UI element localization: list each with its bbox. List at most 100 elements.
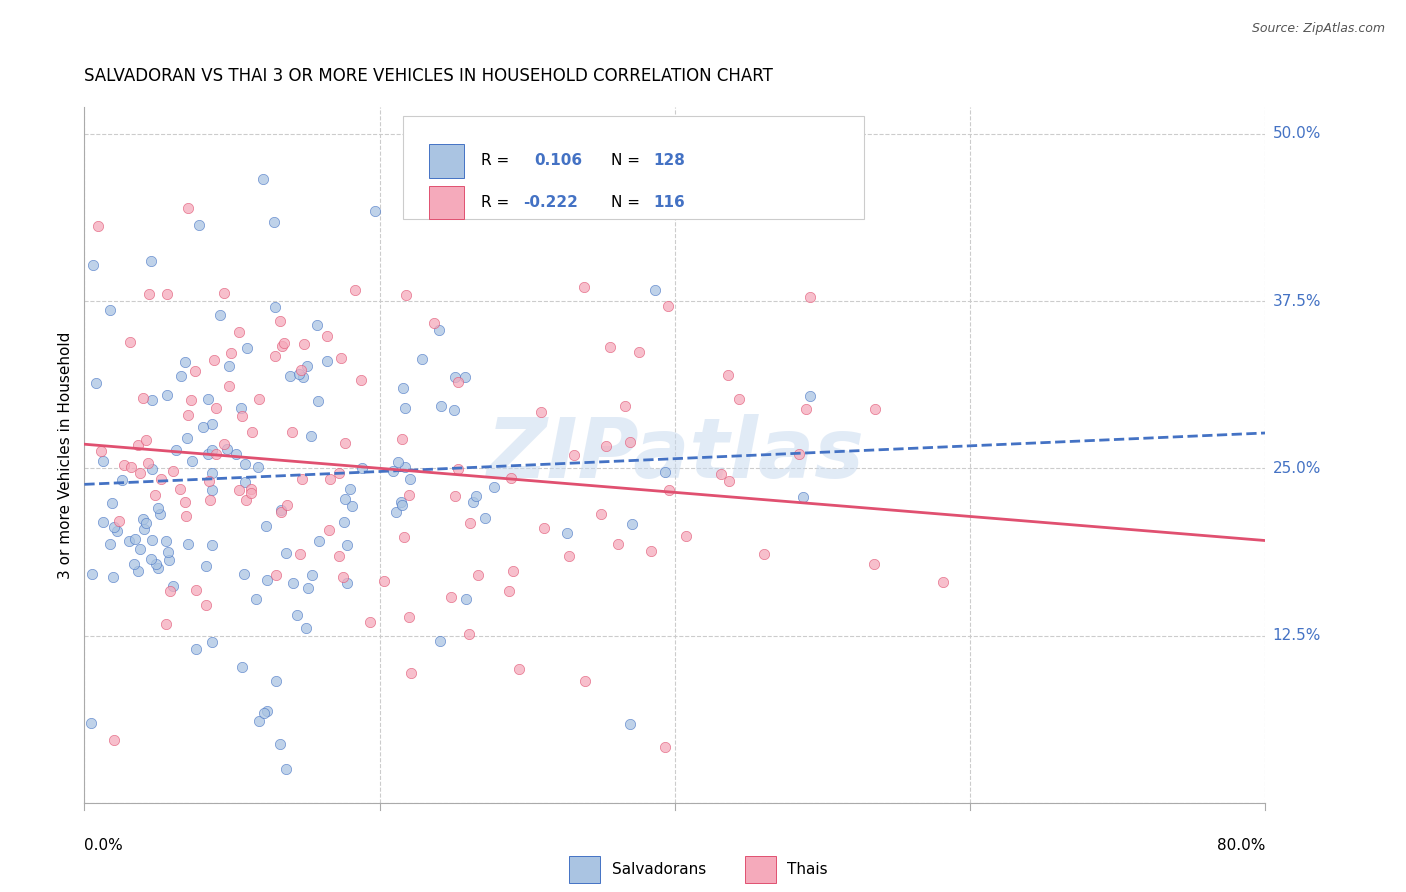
Point: [156, 388, 179, 402]
Text: 128: 128: [654, 153, 685, 168]
Point: [297, 581, 319, 595]
Point: [484, 480, 506, 494]
Point: [270, 505, 292, 519]
Point: [387, 455, 409, 469]
Point: [173, 354, 195, 368]
Point: [373, 574, 395, 589]
Point: [794, 401, 817, 416]
Point: [156, 545, 179, 559]
Point: [150, 472, 173, 486]
Text: N =: N =: [612, 195, 640, 210]
Point: [218, 379, 240, 393]
Point: [186, 641, 208, 656]
Point: [201, 466, 224, 480]
Point: [229, 401, 252, 415]
Point: [103, 732, 125, 747]
Text: SALVADORAN VS THAI 3 OR MORE VEHICLES IN HOUSEHOLD CORRELATION CHART: SALVADORAN VS THAI 3 OR MORE VEHICLES IN…: [84, 67, 773, 85]
Point: [391, 494, 413, 508]
Point: [350, 373, 373, 387]
Point: [212, 285, 235, 300]
Point: [122, 557, 145, 571]
Point: [430, 399, 453, 413]
Point: [423, 316, 446, 330]
Point: [143, 488, 166, 502]
Point: [276, 546, 298, 560]
Point: [91, 454, 114, 468]
Text: 0.106: 0.106: [534, 153, 582, 168]
Point: [443, 403, 465, 417]
Point: [555, 526, 578, 541]
Point: [198, 474, 221, 488]
Point: [350, 460, 373, 475]
Point: [90, 443, 112, 458]
Point: [228, 325, 250, 339]
Point: [120, 335, 142, 350]
Text: R =: R =: [481, 153, 509, 168]
Point: [246, 460, 269, 475]
Point: [787, 447, 810, 461]
Point: [344, 283, 367, 297]
Point: [247, 392, 270, 406]
Point: [394, 401, 416, 416]
Point: [141, 254, 163, 268]
Point: [174, 495, 197, 509]
Point: [456, 592, 478, 607]
Point: [799, 389, 821, 403]
Text: Source: ZipAtlas.com: Source: ZipAtlas.com: [1251, 22, 1385, 36]
Point: [225, 447, 247, 461]
Point: [270, 339, 292, 353]
Point: [319, 472, 342, 486]
Point: [155, 617, 177, 632]
Point: [270, 503, 292, 517]
Point: [292, 337, 315, 351]
Point: [308, 534, 330, 549]
Point: [269, 314, 291, 328]
Point: [589, 507, 612, 521]
Point: [675, 529, 697, 543]
Text: R =: R =: [481, 195, 509, 210]
Point: [281, 425, 304, 439]
Point: [162, 579, 184, 593]
Point: [233, 457, 256, 471]
Point: [91, 515, 114, 529]
Point: [717, 475, 740, 489]
Point: [394, 460, 416, 475]
Point: [562, 449, 585, 463]
Point: [398, 610, 420, 624]
Text: 37.5%: 37.5%: [1272, 293, 1320, 309]
Point: [169, 482, 191, 496]
Point: [177, 537, 200, 551]
Point: [316, 329, 339, 343]
Point: [291, 472, 314, 486]
Point: [429, 634, 451, 648]
Point: [727, 392, 749, 406]
Point: [498, 584, 520, 599]
Point: [180, 393, 202, 408]
Point: [276, 498, 298, 512]
Point: [269, 737, 291, 751]
Point: [508, 663, 530, 677]
Point: [443, 370, 465, 384]
Point: [155, 286, 177, 301]
Point: [231, 409, 253, 424]
Point: [141, 533, 163, 547]
Point: [231, 660, 253, 674]
Point: [333, 515, 356, 529]
Point: [595, 438, 617, 452]
Point: [316, 354, 339, 368]
Point: [233, 475, 256, 490]
Point: [135, 433, 157, 447]
Point: [101, 569, 124, 583]
Point: [599, 340, 621, 354]
Point: [256, 574, 278, 588]
Point: [399, 665, 422, 680]
Text: 12.5%: 12.5%: [1272, 628, 1320, 643]
Point: [502, 564, 524, 578]
Point: [149, 507, 172, 521]
Text: 0.0%: 0.0%: [84, 838, 124, 854]
Point: [264, 300, 287, 314]
Text: 50.0%: 50.0%: [1272, 127, 1320, 141]
Point: [135, 516, 157, 530]
Point: [332, 570, 354, 584]
Point: [87, 219, 110, 233]
